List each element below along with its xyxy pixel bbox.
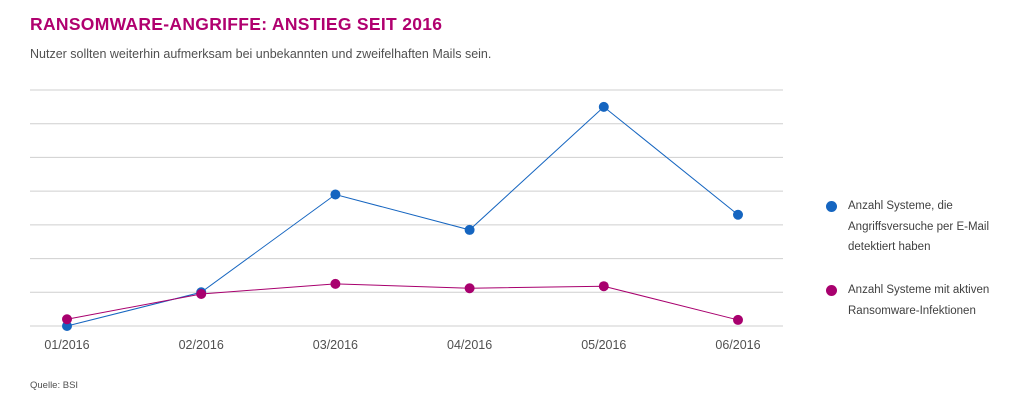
data-point-series-0 — [733, 209, 743, 220]
data-point-series-1 — [598, 281, 609, 292]
chart-subtitle: Nutzer sollten weiterhin aufmerksam bei … — [30, 47, 492, 61]
source-note: Quelle: BSI — [30, 380, 79, 391]
x-tick-label: 06/2016 — [715, 338, 760, 352]
data-point-series-1 — [62, 314, 72, 325]
gridlines — [30, 89, 783, 327]
data-point-series-1 — [330, 278, 341, 289]
x-tick-label: 05/2016 — [581, 338, 626, 352]
legend-label-detected: Anzahl Systeme, die Angriffsversuche per… — [848, 200, 990, 253]
series-points — [62, 101, 743, 331]
legend-marker-infected — [826, 285, 837, 296]
x-tick-label: 02/2016 — [179, 338, 224, 352]
data-point-series-1 — [196, 288, 207, 299]
data-point-series-0 — [330, 189, 341, 200]
series-line-1 — [66, 283, 739, 321]
x-tick-label: 01/2016 — [44, 338, 89, 352]
series-line-0 — [66, 106, 739, 327]
data-point-series-0 — [464, 224, 475, 235]
legend-label-infected: Anzahl Systeme mit aktiven Ransomware-In… — [848, 284, 990, 317]
x-tick-label: 04/2016 — [447, 338, 492, 352]
series-lines — [66, 106, 739, 327]
x-axis-tick-labels: 01/2016 02/2016 03/2016 04/2016 05/2016 06/20… — [44, 338, 760, 352]
legend-marker-detected — [826, 201, 837, 212]
data-point-series-0 — [598, 101, 609, 112]
data-point-series-1 — [464, 283, 475, 294]
chart-title: RANSOMWARE-ANGRIFFE: ANSTIEG SEIT 2016 — [30, 14, 443, 34]
data-point-series-1 — [733, 314, 743, 325]
x-tick-label: 03/2016 — [313, 338, 358, 352]
